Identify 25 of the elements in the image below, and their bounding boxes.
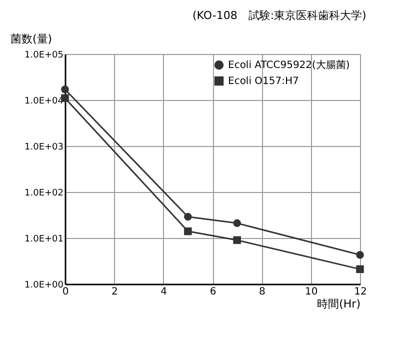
y-axis-title: 菌数(量) [10,32,52,46]
chart-title: (KO-108 試験:東京医科歯科大学) [192,9,366,22]
point [356,250,364,259]
y-tick-label: 1.0E+04 [24,96,64,106]
x-tick-label: 12 [354,286,367,298]
x-tick-label: 6 [210,286,216,298]
x-tick-label: 0 [62,286,69,298]
point [233,236,241,244]
y-tick-label: 1.0E+00 [24,280,64,290]
point [184,212,192,221]
x-tick-label: 2 [111,286,118,298]
x-tick-label: 10 [304,286,318,298]
point [184,227,192,236]
x-axis-title: 時間(Hr) [317,298,360,310]
legend-label: Ecoli ATCC95922(大腸菌) [228,59,350,71]
y-tick-label: 1.0E+02 [24,188,64,198]
x-tick-label: 4 [160,286,168,298]
legend-label: Ecoli O157:H7 [228,76,299,87]
point [356,265,364,274]
y-tick-label: 1.0E+01 [24,234,64,244]
y-tick-label: 1.0E+03 [24,142,64,152]
point [233,219,241,228]
x-tick-label: 8 [258,286,266,298]
point [61,86,69,94]
y-tick-label: 1.0E+05 [24,50,64,60]
